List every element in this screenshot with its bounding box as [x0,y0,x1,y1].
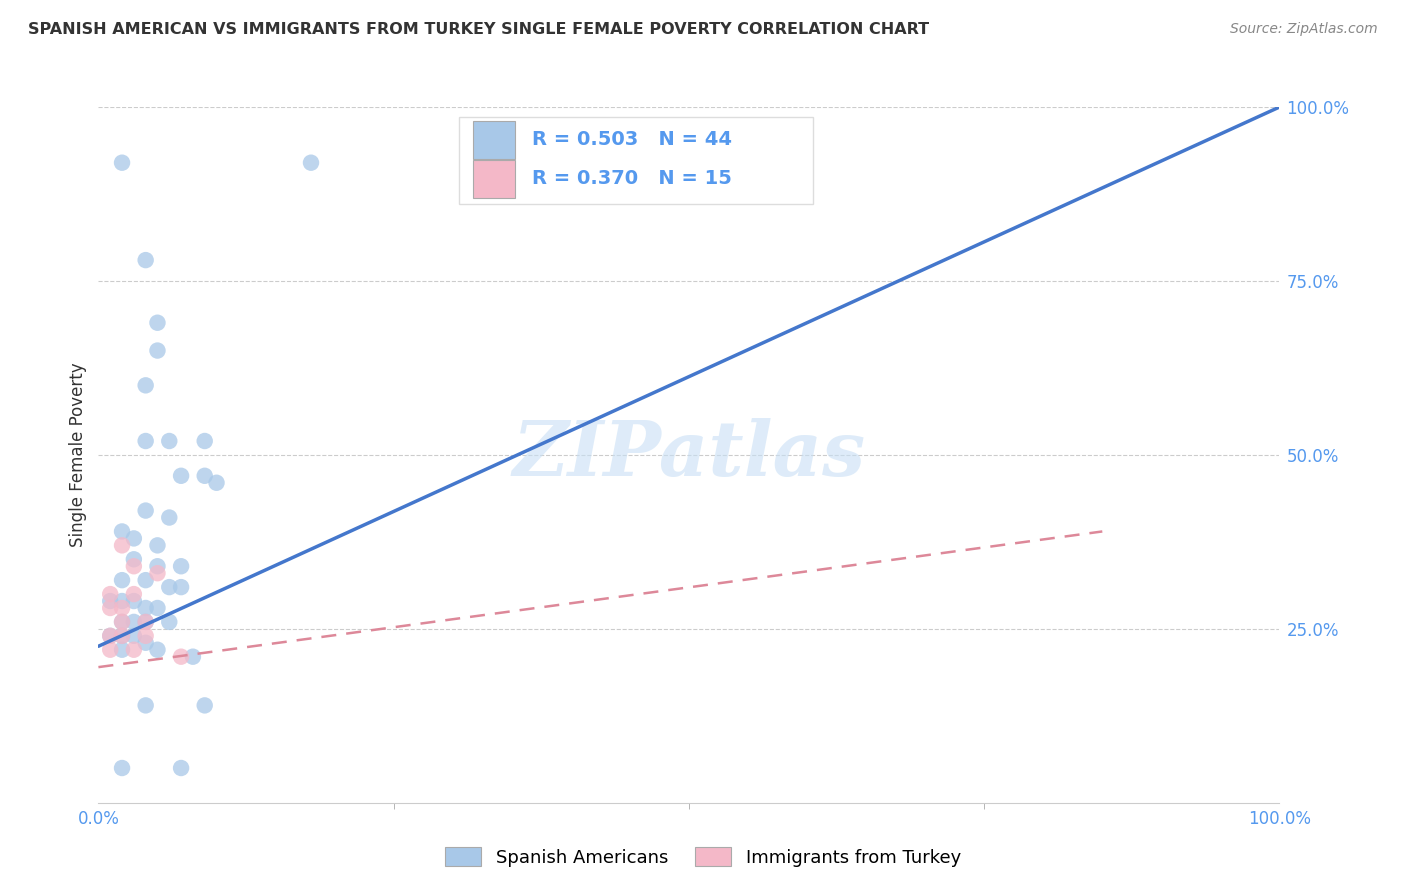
Point [111,615,134,629]
Point [170,580,193,594]
Point [98,629,121,643]
Point [111,524,134,539]
Point [146,566,169,581]
Point [194,434,217,448]
Point [170,649,193,664]
Text: ZIPatlas: ZIPatlas [512,418,866,491]
Point [157,510,180,524]
Text: Source: ZipAtlas.com: Source: ZipAtlas.com [1230,22,1378,37]
Point [111,761,134,775]
Point [111,629,134,643]
Point [146,601,169,615]
Point [194,468,217,483]
Point [135,253,157,268]
Bar [472,160,516,198]
Point [135,615,157,629]
Point [146,538,169,552]
Text: R = 0.370   N = 15: R = 0.370 N = 15 [531,169,731,188]
Point [111,629,134,643]
Point [205,475,228,490]
Point [122,532,145,546]
Point [194,698,217,713]
Point [170,559,193,574]
Point [98,629,121,643]
Point [146,559,169,574]
FancyBboxPatch shape [458,118,813,204]
Point [135,698,157,713]
Legend: Spanish Americans, Immigrants from Turkey: Spanish Americans, Immigrants from Turke… [437,840,969,874]
Point [122,629,145,643]
Point [135,601,157,615]
Point [111,573,134,587]
Point [111,594,134,608]
Point [98,594,121,608]
Text: SPANISH AMERICAN VS IMMIGRANTS FROM TURKEY SINGLE FEMALE POVERTY CORRELATION CHA: SPANISH AMERICAN VS IMMIGRANTS FROM TURK… [28,22,929,37]
Point [181,649,204,664]
Point [299,155,322,169]
Point [146,642,169,657]
Point [98,601,121,615]
Point [111,601,134,615]
Bar [472,120,516,159]
Point [135,615,157,629]
Point [135,434,157,448]
Point [157,434,180,448]
Point [122,552,145,566]
Point [122,587,145,601]
Point [122,642,145,657]
Point [111,642,134,657]
Point [111,538,134,552]
Text: R = 0.503   N = 44: R = 0.503 N = 44 [531,130,733,149]
Point [122,559,145,574]
Point [98,642,121,657]
Y-axis label: Single Female Poverty: Single Female Poverty [69,363,87,547]
Point [122,615,145,629]
Point [170,761,193,775]
Point [135,378,157,392]
Point [157,580,180,594]
Point [98,587,121,601]
Point [111,155,134,169]
Point [170,468,193,483]
Point [135,629,157,643]
Point [146,343,169,358]
Point [135,573,157,587]
Point [157,615,180,629]
Point [146,316,169,330]
Point [135,503,157,517]
Point [122,594,145,608]
Point [111,615,134,629]
Point [135,636,157,650]
